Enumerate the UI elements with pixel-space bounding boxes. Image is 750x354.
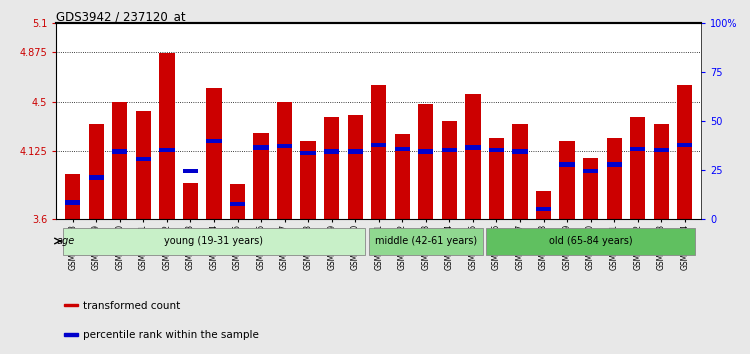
Bar — [465, 145, 481, 150]
Bar — [159, 148, 175, 152]
Bar — [136, 111, 151, 219]
Bar — [324, 117, 339, 219]
Bar — [677, 143, 692, 147]
Bar — [277, 102, 292, 219]
Bar — [324, 149, 339, 154]
Text: age: age — [57, 236, 75, 246]
Text: GDS3942 / 237120_at: GDS3942 / 237120_at — [56, 10, 186, 23]
Bar — [489, 138, 504, 219]
Bar — [65, 200, 80, 205]
Bar — [301, 150, 316, 155]
Bar — [159, 53, 175, 219]
Bar — [65, 173, 80, 219]
Text: young (19-31 years): young (19-31 years) — [164, 236, 263, 246]
Bar — [487, 228, 694, 255]
Bar — [677, 85, 692, 219]
Bar — [63, 228, 365, 255]
Bar — [136, 157, 151, 161]
Text: middle (42-61 years): middle (42-61 years) — [375, 236, 477, 246]
Bar — [536, 207, 551, 211]
Bar — [607, 162, 622, 167]
Bar — [347, 115, 363, 219]
Bar — [583, 158, 598, 219]
Bar — [88, 124, 104, 219]
Bar — [442, 121, 457, 219]
Bar — [489, 148, 504, 152]
Bar — [371, 143, 386, 147]
Bar — [371, 85, 386, 219]
Bar — [254, 133, 268, 219]
Text: percentile rank within the sample: percentile rank within the sample — [83, 330, 260, 340]
Bar — [630, 147, 645, 151]
Bar — [419, 149, 434, 154]
Bar — [394, 134, 410, 219]
Bar — [230, 201, 245, 206]
Bar — [112, 102, 128, 219]
Bar — [64, 304, 78, 307]
Bar — [183, 169, 198, 173]
Bar — [183, 183, 198, 219]
Bar — [512, 124, 528, 219]
Bar — [583, 169, 598, 173]
Bar — [88, 175, 104, 180]
Bar — [64, 333, 78, 336]
Text: transformed count: transformed count — [83, 301, 181, 311]
Bar — [394, 147, 410, 151]
Bar — [560, 141, 574, 219]
Bar — [512, 149, 528, 154]
Bar — [442, 148, 457, 152]
Bar — [607, 138, 622, 219]
Bar — [369, 228, 483, 255]
Bar — [630, 117, 645, 219]
Bar — [653, 148, 669, 152]
Bar — [465, 94, 481, 219]
Bar — [254, 145, 268, 150]
Bar — [419, 104, 434, 219]
Bar — [653, 124, 669, 219]
Bar — [206, 88, 221, 219]
Bar — [112, 149, 128, 154]
Bar — [230, 184, 245, 219]
Bar — [206, 139, 221, 143]
Bar — [536, 191, 551, 219]
Bar — [301, 141, 316, 219]
Bar — [277, 144, 292, 148]
Text: old (65-84 years): old (65-84 years) — [549, 236, 632, 246]
Bar — [347, 149, 363, 154]
Bar — [560, 162, 574, 167]
